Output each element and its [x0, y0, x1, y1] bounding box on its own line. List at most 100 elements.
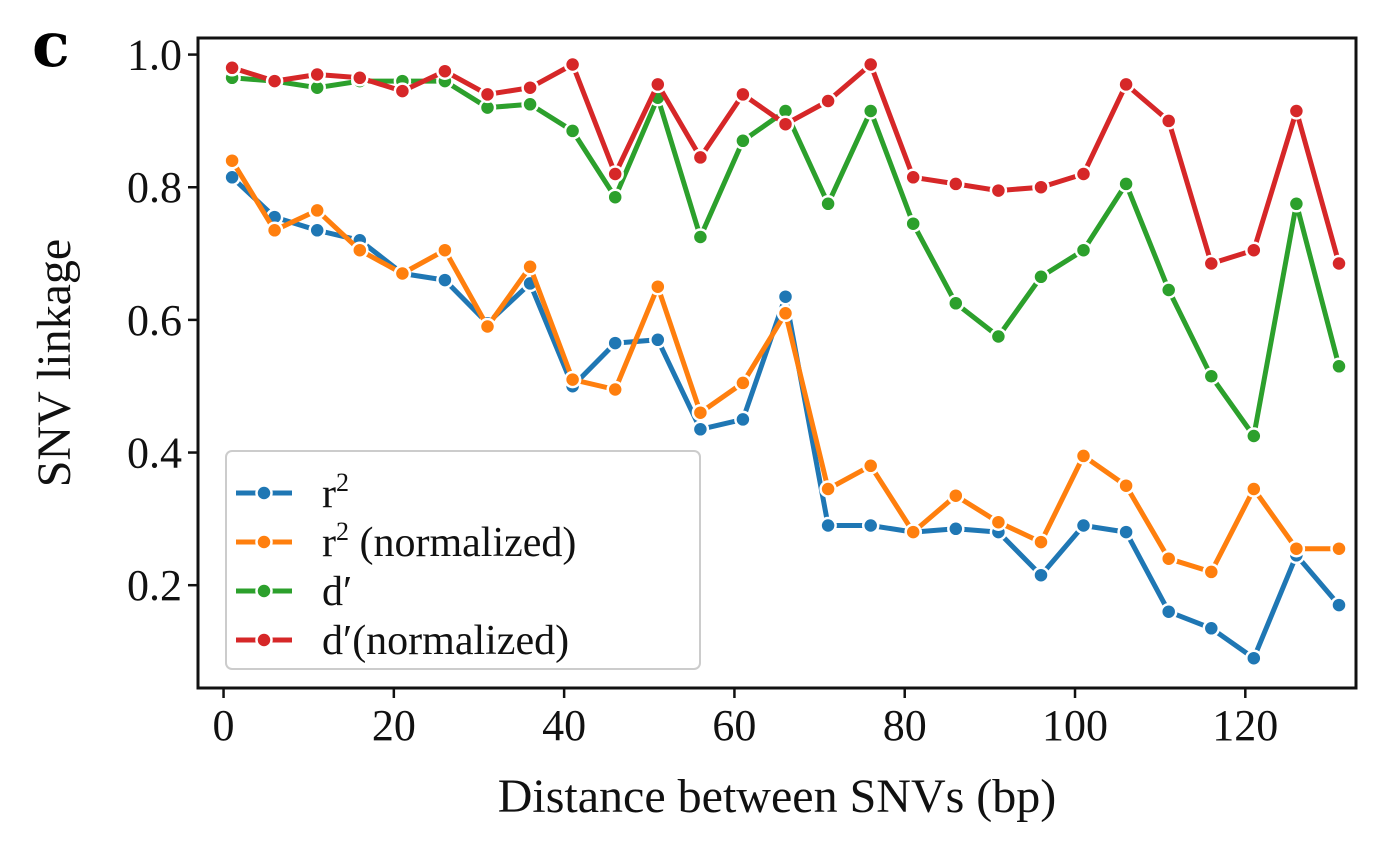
- legend-item: d′(normalized): [236, 618, 569, 664]
- data-point: [1032, 268, 1050, 286]
- legend-item: r2 (normalized): [236, 517, 576, 566]
- data-point: [308, 221, 326, 240]
- data-point: [606, 334, 624, 352]
- data-point: [563, 370, 582, 389]
- data-point: [649, 331, 667, 349]
- y-tick-label: 0.8: [127, 163, 182, 212]
- data-point: [904, 168, 922, 187]
- data-point: [606, 165, 624, 183]
- data-point: [1074, 241, 1093, 259]
- legend-marker: [255, 631, 273, 649]
- data-point: [1032, 533, 1050, 551]
- data-point: [1202, 367, 1221, 386]
- data-point: [1330, 596, 1348, 614]
- legend-label: d′: [322, 569, 352, 615]
- data-point: [478, 317, 497, 336]
- legend-label: r2: [322, 468, 349, 517]
- data-point: [1117, 175, 1135, 193]
- data-point: [1074, 516, 1093, 535]
- data-point: [691, 403, 710, 422]
- legend-item: d′: [236, 569, 352, 615]
- data-point: [521, 95, 539, 114]
- data-point: [819, 195, 837, 213]
- data-point: [1287, 195, 1306, 213]
- data-point: [989, 327, 1008, 346]
- data-point: [691, 148, 710, 167]
- data-point: [904, 214, 922, 233]
- legend-marker: [255, 533, 273, 551]
- data-point: [989, 513, 1008, 531]
- data-point: [819, 92, 837, 110]
- data-point: [947, 486, 965, 505]
- x-tick-label: 0: [213, 701, 235, 750]
- data-point: [861, 516, 880, 535]
- data-point: [1117, 75, 1135, 94]
- data-point: [734, 85, 752, 104]
- panel-label: c: [32, 8, 70, 81]
- series-4: [223, 55, 1348, 273]
- data-point: [1287, 539, 1306, 558]
- data-point: [1159, 549, 1178, 568]
- data-point: [606, 380, 624, 399]
- data-point: [776, 115, 795, 133]
- x-tick-label: 20: [372, 701, 416, 750]
- data-point: [649, 277, 667, 296]
- data-point: [819, 480, 837, 498]
- legend-label: d′(normalized): [322, 618, 569, 664]
- data-point: [436, 271, 454, 289]
- data-point: [819, 516, 837, 535]
- data-point: [734, 374, 752, 392]
- data-point: [947, 294, 965, 313]
- y-tick-label: 0.6: [127, 296, 182, 345]
- data-point: [989, 181, 1008, 200]
- data-point: [1330, 357, 1348, 376]
- y-tick-label: 0.4: [127, 429, 182, 478]
- data-point: [1202, 254, 1221, 273]
- data-point: [734, 410, 752, 429]
- data-point: [1330, 254, 1348, 273]
- data-point: [1330, 539, 1348, 558]
- data-point: [776, 304, 795, 323]
- axes: 0 20 40 60 80 100 120 0.2 0.4 0.6 0.8 1.0: [127, 31, 1278, 750]
- y-tick-label: 0.2: [127, 561, 182, 610]
- data-point: [649, 75, 667, 94]
- data-point: [1202, 619, 1221, 638]
- data-point: [393, 82, 412, 100]
- data-point: [1032, 178, 1050, 196]
- data-point: [904, 523, 922, 541]
- data-point: [563, 122, 582, 140]
- data-point: [478, 85, 497, 104]
- data-point: [1074, 165, 1093, 183]
- legend-label: r2 (normalized): [322, 517, 576, 566]
- data-point: [1245, 427, 1263, 445]
- x-tick-label: 60: [712, 701, 756, 750]
- data-point: [521, 258, 539, 276]
- legend-marker: [255, 484, 273, 502]
- data-point: [1245, 241, 1263, 259]
- x-tick-label: 80: [883, 701, 927, 750]
- data-point: [265, 72, 284, 90]
- data-point: [393, 264, 412, 283]
- x-tick-label: 40: [542, 701, 586, 750]
- data-point: [1074, 447, 1093, 465]
- y-tick-label: 1.0: [127, 31, 182, 80]
- data-point: [436, 62, 454, 80]
- data-point: [691, 420, 710, 439]
- data-point: [265, 221, 284, 240]
- data-point: [861, 457, 880, 475]
- y-axis-label: SNV linkage: [28, 239, 81, 487]
- data-point: [1287, 102, 1306, 120]
- data-point: [308, 65, 326, 84]
- x-tick-label: 100: [1042, 701, 1108, 750]
- data-point: [308, 201, 326, 220]
- data-point: [691, 228, 710, 246]
- data-point: [1159, 602, 1178, 621]
- data-point: [223, 151, 241, 170]
- data-point: [223, 59, 241, 77]
- data-point: [947, 520, 965, 538]
- series-layer: [223, 55, 1348, 667]
- x-axis-label: Distance between SNVs (bp): [498, 770, 1057, 823]
